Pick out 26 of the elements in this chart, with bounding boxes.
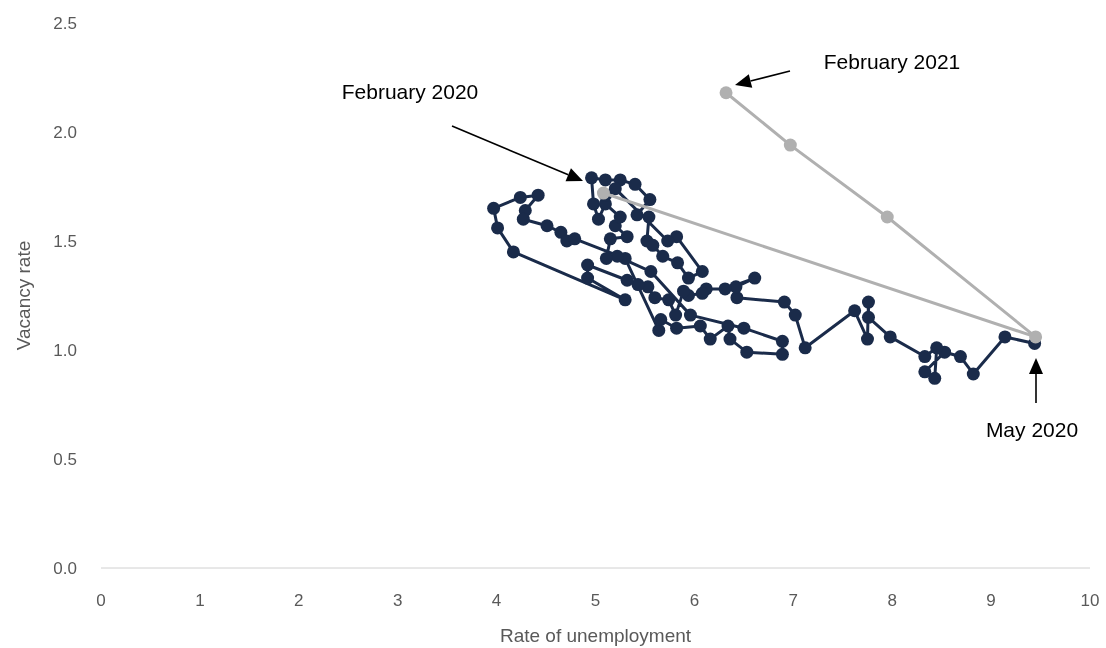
y-axis-title: Vacancy rate [13, 240, 34, 351]
point [1029, 330, 1043, 344]
x-tick-label: 0 [96, 591, 106, 610]
y-tick-label: 2.5 [53, 13, 77, 33]
point [783, 138, 797, 152]
x-tick-label: 1 [195, 591, 205, 610]
y-tick-label: 0.0 [53, 558, 77, 578]
point [719, 86, 733, 100]
x-tick-label: 10 [1080, 591, 1100, 610]
x-tick-label: 8 [887, 591, 897, 610]
point [880, 210, 894, 224]
y-tick-label: 1.0 [53, 340, 77, 360]
x-tick-label: 3 [392, 591, 403, 610]
annotation: February 2021 [823, 50, 961, 73]
annotation: February 2020 [341, 80, 479, 103]
x-tick-label: 7 [788, 591, 799, 610]
x-tick-label: 4 [491, 591, 502, 610]
y-tick-label: 2.0 [53, 122, 77, 142]
x-tick-label: 5 [590, 591, 601, 610]
y-tick-label: 0.5 [53, 449, 77, 469]
x-axis-title: Rate of unemployment [499, 625, 692, 646]
annotation: May 2020 [985, 418, 1079, 441]
y-tick-label: 1.5 [53, 231, 77, 251]
x-tick-label: 6 [689, 591, 700, 610]
x-tick-label: 2 [294, 591, 304, 610]
x-tick-label: 9 [986, 591, 996, 610]
